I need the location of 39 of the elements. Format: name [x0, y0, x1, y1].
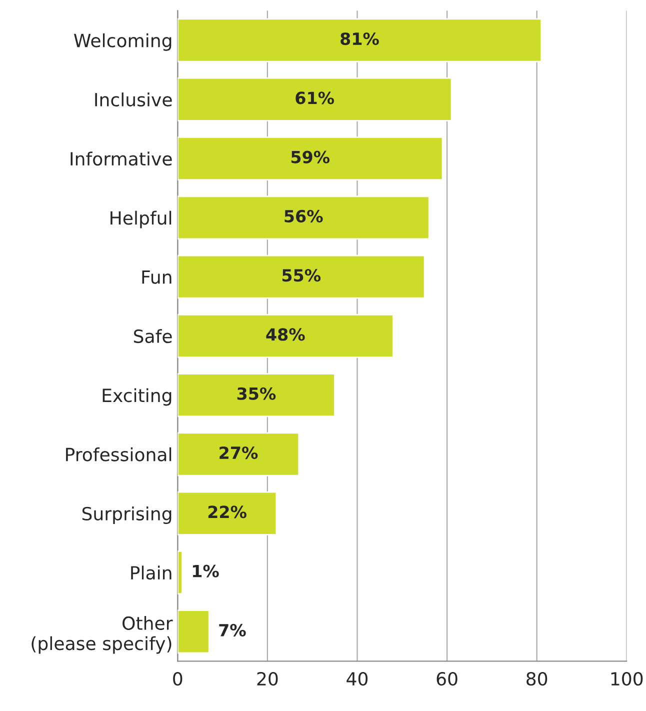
y-tick-label: Safe [134, 329, 172, 344]
bar [178, 550, 183, 595]
y-tick-label: Welcoming [74, 33, 172, 51]
bar [178, 432, 300, 476]
x-tick-label: 40 [346, 672, 368, 686]
bar [178, 136, 444, 181]
data-label: 35% [237, 387, 276, 400]
x-tick-label: 60 [436, 672, 458, 686]
bar [178, 18, 542, 62]
y-tick-label: Plain [131, 566, 172, 580]
bar [178, 373, 336, 418]
bar [178, 314, 394, 358]
data-label: 48% [266, 328, 305, 341]
data-label: 1% [193, 564, 219, 578]
x-tick-label: 100 [611, 672, 643, 686]
bar [178, 491, 278, 536]
data-label: 55% [282, 269, 321, 282]
y-tick-label: Other (please specify) [32, 616, 173, 654]
x-tick-label: 0 [173, 672, 182, 686]
data-label: 61% [296, 92, 334, 104]
y-tick-label: Fun [142, 270, 172, 284]
y-tick-label: Inclusive [95, 92, 172, 106]
x-tick-label: 80 [526, 672, 548, 686]
bar [178, 196, 430, 240]
y-tick-label: Informative [70, 152, 172, 166]
bar [178, 254, 426, 299]
data-label: 22% [208, 506, 246, 518]
data-label: 81% [340, 32, 379, 46]
bar [178, 77, 452, 122]
data-label: 7% [219, 624, 246, 636]
bar [178, 610, 210, 654]
x-tick-label: 20 [257, 672, 278, 686]
y-tick-label: Helpful [110, 210, 172, 228]
y-tick-label: Surprising [82, 506, 172, 524]
data-label: 59% [291, 150, 330, 164]
y-tick-label: Professional [66, 447, 172, 462]
y-tick-label: Exciting [102, 388, 172, 406]
data-label: 27% [220, 446, 258, 460]
data-label: 56% [284, 210, 323, 222]
